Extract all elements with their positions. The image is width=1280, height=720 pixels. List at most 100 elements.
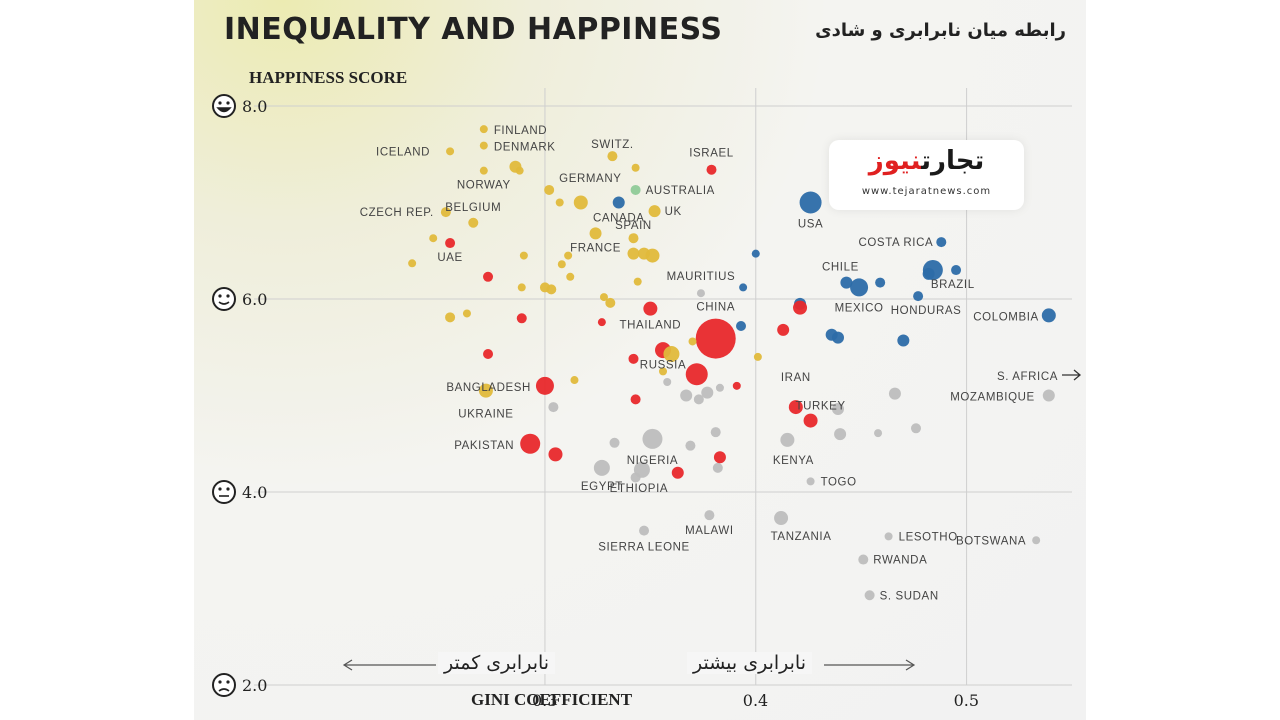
right-arrow-icon [824, 659, 916, 671]
data-point [429, 234, 438, 243]
point-label: RUSSIA [640, 359, 686, 371]
point-label: MOZAMBIQUE [950, 392, 1035, 404]
data-point [535, 376, 554, 395]
data-point [951, 265, 962, 276]
data-point [440, 207, 451, 218]
point-label: EGYPT [581, 481, 623, 493]
data-point [628, 353, 639, 364]
data-point [671, 466, 684, 479]
x-tick-label: 0.4 [743, 691, 768, 710]
data-point [685, 440, 696, 451]
chart-title-persian: رابطه میان نابرابری و شادی [815, 20, 1066, 41]
point-label: CANADA [593, 213, 645, 225]
face-icon-mouth [216, 107, 232, 113]
point-label: MAURITIUS [667, 271, 736, 283]
data-point [680, 389, 693, 402]
data-point [910, 423, 921, 434]
point-label: CZECH REP. [360, 207, 434, 219]
data-point [445, 312, 456, 323]
point-label: SPAIN [615, 220, 652, 232]
data-point [517, 283, 526, 292]
data-point [479, 125, 488, 134]
data-point [642, 428, 663, 449]
point-label: COSTA RICA [858, 237, 933, 249]
watermark-logo: تجارتنیوز www.tejaratnews.com [829, 140, 1024, 210]
data-point [633, 461, 650, 478]
point-label: ISRAEL [689, 148, 734, 160]
y-tick-label: 2.0 [242, 676, 267, 695]
face-icon [212, 94, 236, 118]
data-point [631, 163, 640, 172]
data-point [515, 166, 524, 175]
point-label: MALAWI [685, 525, 734, 537]
data-point [793, 300, 808, 315]
data-point [1032, 536, 1041, 545]
data-point [840, 276, 853, 289]
data-point [693, 394, 704, 405]
data-point [548, 402, 559, 413]
data-point [519, 251, 528, 260]
data-point [685, 363, 708, 386]
chart-frame: INEQUALITY AND HAPPINESS رابطه میان نابر… [194, 0, 1086, 720]
data-point [850, 278, 869, 297]
face-icon [212, 287, 236, 311]
data-point [408, 259, 417, 268]
scatter-plot: 8.0 6.0 4.0 2.0 0.3 0.4 0.5 FINLAND DENMARK ICELA… [212, 88, 1082, 710]
y-tick-label: 4.0 [242, 483, 267, 502]
data-point [701, 386, 714, 399]
data-point [858, 554, 869, 565]
face-icon-eye [226, 101, 230, 105]
point-label: COLOMBIA [973, 311, 1039, 323]
data-point [462, 309, 471, 318]
data-point [612, 196, 625, 209]
data-point [609, 437, 620, 448]
point-label: CHINA [696, 302, 735, 314]
point-label: FINLAND [494, 125, 547, 137]
data-point [639, 525, 650, 536]
point-label: DENMARK [494, 142, 556, 154]
less-inequality-note: نابرابری کمتر [438, 652, 556, 674]
chart-title: INEQUALITY AND HAPPINESS [224, 12, 723, 47]
point-label: LESOTHO [899, 531, 958, 543]
data-point [633, 277, 642, 286]
data-point [695, 318, 736, 359]
data-point [570, 376, 579, 385]
data-point [799, 191, 822, 214]
annotation-label: S. AFRICA [997, 371, 1058, 383]
data-point [753, 352, 762, 361]
data-point [834, 428, 847, 441]
logo-text: تجارتنیوز [868, 146, 985, 176]
data-point [573, 195, 588, 210]
point-label: TANZANIA [771, 531, 832, 543]
point-label: GERMANY [559, 173, 621, 185]
data-point [605, 297, 616, 308]
data-point [704, 510, 715, 521]
data-point [564, 251, 573, 260]
data-point [659, 367, 668, 376]
data-point [546, 284, 557, 295]
data-point [663, 377, 672, 386]
face-icon-eye [218, 101, 222, 105]
data-point [589, 227, 602, 240]
point-label: SIERRA LEONE [598, 542, 690, 554]
data-point [479, 141, 488, 150]
point-label: ETHIOPIA [610, 483, 668, 495]
data-point [478, 383, 493, 398]
data-point [874, 429, 883, 438]
point-label: TOGO [821, 476, 857, 488]
data-point [544, 184, 555, 195]
data-point [566, 272, 575, 281]
data-point [777, 323, 790, 336]
face-icon-mouth [218, 688, 230, 692]
data-point [446, 147, 455, 156]
data-point [555, 198, 564, 207]
data-point [913, 291, 924, 302]
face-icon-eye [226, 294, 230, 298]
point-label: HONDURAS [891, 305, 962, 317]
point-label: NIGERIA [627, 455, 679, 467]
point-label: IRAN [781, 372, 811, 384]
point-label: BANGLADESH [446, 382, 531, 394]
y-tick-label: 6.0 [242, 290, 267, 309]
data-point [803, 413, 818, 428]
data-point [648, 205, 661, 218]
